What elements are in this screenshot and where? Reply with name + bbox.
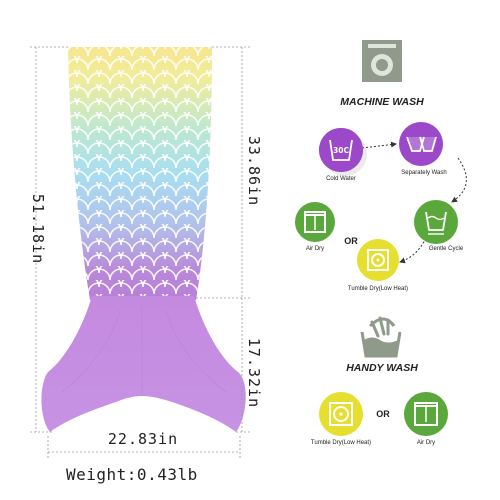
hw-tumble-dry-label: Tumble Dry(Low Heat)	[310, 440, 372, 446]
weight-label: Weight:0.43lb	[66, 465, 198, 484]
hw-air-dry-icon	[404, 392, 448, 436]
washing-machine-icon	[362, 40, 402, 82]
width-label: 22.83in	[107, 430, 179, 448]
tail-scale-pattern	[68, 47, 212, 300]
hw-tumble-dry-icon	[319, 392, 363, 436]
cold-water-label: Cold Water	[326, 176, 356, 182]
or-label-bottom: OR	[376, 409, 390, 419]
air-dry-icon	[295, 202, 335, 242]
air-dry-label: Air Dry	[305, 246, 325, 252]
tumble-dry-label: Tumble Dry(Low Heat)	[347, 286, 409, 292]
cold-water-icon: 30C	[319, 128, 367, 176]
separately-wash-label: Separately Wash	[401, 170, 447, 176]
svg-text:30C: 30C	[333, 146, 349, 155]
hw-air-dry-label: Air Dry	[416, 440, 436, 446]
tail-fin	[41, 296, 246, 432]
machine-wash-title: MACHINE WASH	[340, 96, 424, 108]
gentle-cycle-label: Gentle Cycle	[428, 246, 464, 252]
handy-wash-title: HANDY WASH	[346, 362, 418, 374]
separately-wash-icon	[399, 122, 443, 166]
gentle-cycle-icon	[414, 200, 458, 244]
dimension-lines	[30, 46, 250, 460]
tumble-dry-icon	[357, 239, 399, 281]
or-label-top: OR	[344, 236, 358, 246]
hand-wash-icon	[360, 316, 402, 358]
